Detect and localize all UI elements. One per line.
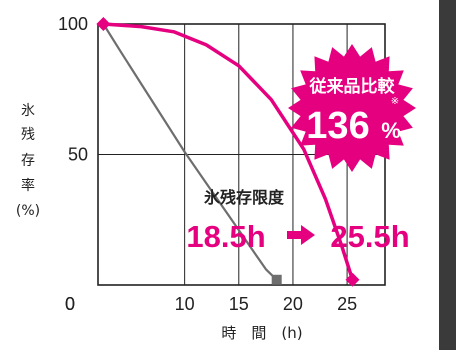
y-axis-unit-label: (%) — [15, 203, 41, 219]
comparison-badge: 従来品比較 136 % ※ — [288, 44, 416, 172]
y-tick-label: 0 — [65, 294, 75, 314]
series-marker — [96, 17, 111, 31]
badge-unit: % — [381, 118, 401, 143]
x-axis-title: 時 間 (h) — [221, 324, 302, 342]
y-axis-label-char: 存 — [21, 153, 35, 169]
y-tick-label: 50 — [68, 145, 88, 165]
y-axis-label-char: 残 — [21, 127, 35, 143]
badge-note-mark: ※ — [391, 96, 399, 107]
series-line — [103, 22, 355, 281]
y-tick-label: 100 — [58, 14, 88, 34]
x-tick-label: 10 — [175, 294, 195, 314]
starburst-shape — [288, 44, 416, 172]
y-axis-label-char: 率 — [21, 178, 35, 194]
x-tick-label: 25 — [337, 294, 357, 314]
limit-to-value: 25.5h — [330, 219, 409, 254]
limit-title: 氷残存限度 — [204, 188, 285, 207]
right-arrow-icon — [287, 225, 315, 245]
series-line — [102, 23, 278, 281]
page-edge-bar — [439, 0, 456, 350]
series-marker — [271, 274, 282, 285]
x-tick-label: 15 — [229, 294, 249, 314]
badge-value: 136 — [306, 105, 369, 147]
y-axis-label-char: 氷 — [21, 103, 35, 119]
series-layer — [96, 17, 360, 287]
badge-caption: 従来品比較 — [309, 76, 396, 97]
series-marker — [345, 272, 360, 287]
x-tick-label: 20 — [283, 294, 303, 314]
limit-from-value: 18.5h — [186, 219, 265, 254]
x-tick-label: 0 — [65, 294, 75, 314]
